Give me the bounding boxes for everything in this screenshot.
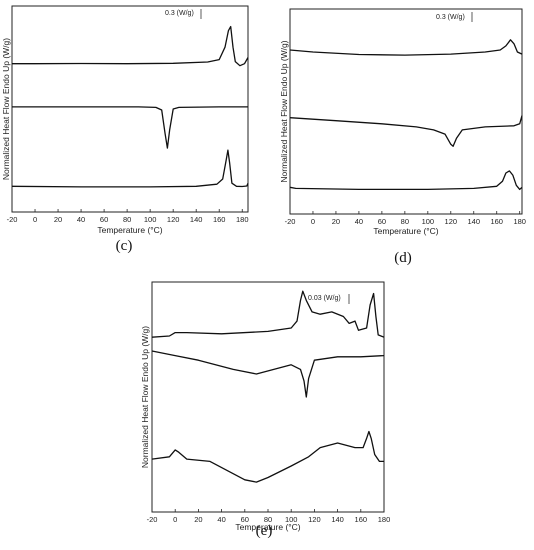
chart-1-x-tick-label-7: 120 xyxy=(445,217,458,226)
chart-1-x-tick-label-5: 80 xyxy=(401,217,409,226)
chart-1-x-tick-label-2: 20 xyxy=(332,217,340,226)
chart-2-x-tick-label-5: 80 xyxy=(264,515,272,524)
chart-2-x-tick-label-9: 160 xyxy=(355,515,368,524)
chart-2-x-tick-label-10: 180 xyxy=(378,515,391,524)
chart-0-x-tick-label-10: 180 xyxy=(236,215,249,224)
chart-2-scale-label: 0.03 (W/g) xyxy=(308,295,341,302)
chart-1-panel-label: (d) xyxy=(394,250,412,266)
chart-0-x-axis-label: Temperature (°C) xyxy=(97,225,162,235)
chart-2-x-tick-label-2: 20 xyxy=(194,515,202,524)
chart-0-x-tick-label-6: 100 xyxy=(144,215,157,224)
chart-2-series-1 xyxy=(151,350,385,398)
chart-1-x-tick-label-9: 160 xyxy=(490,217,503,226)
chart-0-x-tick-label-7: 120 xyxy=(167,215,180,224)
chart-0-x-tick-label-8: 140 xyxy=(190,215,203,224)
chart-2-x-tick-label-4: 60 xyxy=(241,515,249,524)
chart-2-panel-label: (e) xyxy=(256,523,273,539)
chart-0-x-tick-label-5: 80 xyxy=(123,215,131,224)
chart-2-y-axis-label: Normalized Heat Flow Endo Up (W/g) xyxy=(140,326,150,468)
chart-0-series-1 xyxy=(12,106,248,149)
chart-2-series-2 xyxy=(151,430,384,483)
chart-0-x-tick-label-9: 160 xyxy=(213,215,226,224)
chart-2-x-tick-label-0: -20 xyxy=(147,515,158,524)
chart-1-series-2 xyxy=(289,170,523,191)
chart-1-x-tick-label-8: 140 xyxy=(468,217,481,226)
chart-0-x-tick-label-3: 40 xyxy=(77,215,85,224)
chart-0-y-axis-label: Normalized Heat Flow Endo Up (W/g) xyxy=(1,38,11,180)
chart-2-x-tick-label-3: 40 xyxy=(217,515,225,524)
chart-0-x-tick-label-1: 0 xyxy=(33,215,37,224)
chart-1-x-axis-label: Temperature (°C) xyxy=(373,226,438,236)
chart-1-x-tick-label-1: 0 xyxy=(311,217,315,226)
chart-1-x-tick-label-10: 180 xyxy=(513,217,526,226)
chart-1-frame xyxy=(289,8,523,215)
chart-1-x-tick-label-6: 100 xyxy=(422,217,435,226)
chart-0-x-tick-label-0: -20 xyxy=(7,215,18,224)
chart-1-scale-label: 0.3 (W/g) xyxy=(436,14,465,21)
chart-0-x-tick-label-2: 20 xyxy=(54,215,62,224)
chart-1-x-tick-label-3: 40 xyxy=(355,217,363,226)
chart-2-x-axis-label: Temperature (°C) xyxy=(235,522,300,532)
chart-2-x-tick-label-7: 120 xyxy=(308,515,321,524)
chart-2-series-0 xyxy=(151,290,385,338)
chart-1-series-1 xyxy=(289,115,523,147)
chart-0-frame xyxy=(11,5,249,213)
chart-1-series-0 xyxy=(289,39,523,56)
chart-0-series-0 xyxy=(12,25,249,67)
chart-0-scale-label: 0.3 (W/g) xyxy=(165,10,194,17)
chart-1-x-tick-label-4: 60 xyxy=(378,217,386,226)
chart-1-x-tick-label-0: -20 xyxy=(285,217,296,226)
chart-2-x-tick-label-8: 140 xyxy=(331,515,344,524)
chart-0-series-2 xyxy=(11,149,249,188)
chart-1-y-axis-label: Normalized Heat Flow Endo Up (W/g) xyxy=(279,40,289,182)
chart-2-x-tick-label-1: 0 xyxy=(173,515,177,524)
chart-0-panel-label: (c) xyxy=(116,238,133,254)
chart-2-x-tick-label-6: 100 xyxy=(285,515,298,524)
chart-0-x-tick-label-4: 60 xyxy=(100,215,108,224)
